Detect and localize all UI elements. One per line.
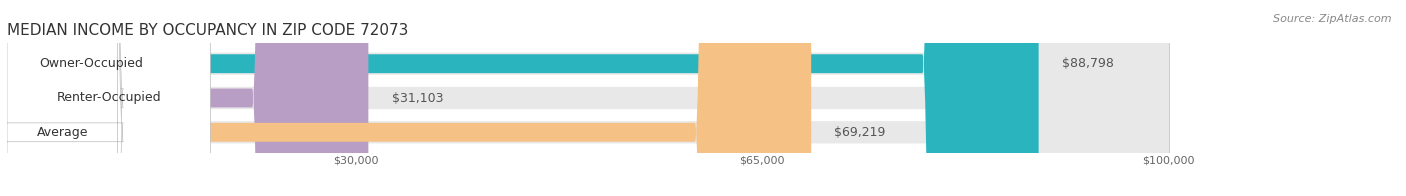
Text: Average: Average [37,126,89,139]
Text: Owner-Occupied: Owner-Occupied [39,57,143,70]
Text: Renter-Occupied: Renter-Occupied [56,92,162,104]
Text: Source: ZipAtlas.com: Source: ZipAtlas.com [1274,14,1392,24]
Text: $69,219: $69,219 [834,126,886,139]
FancyBboxPatch shape [7,0,1168,196]
FancyBboxPatch shape [7,0,176,196]
Text: $31,103: $31,103 [392,92,443,104]
FancyBboxPatch shape [1,0,124,196]
FancyBboxPatch shape [7,0,211,196]
FancyBboxPatch shape [7,0,1039,196]
FancyBboxPatch shape [7,0,811,196]
FancyBboxPatch shape [7,0,1168,196]
FancyBboxPatch shape [7,0,368,196]
Text: MEDIAN INCOME BY OCCUPANCY IN ZIP CODE 72073: MEDIAN INCOME BY OCCUPANCY IN ZIP CODE 7… [7,23,408,38]
FancyBboxPatch shape [7,0,1168,196]
Text: $88,798: $88,798 [1062,57,1114,70]
